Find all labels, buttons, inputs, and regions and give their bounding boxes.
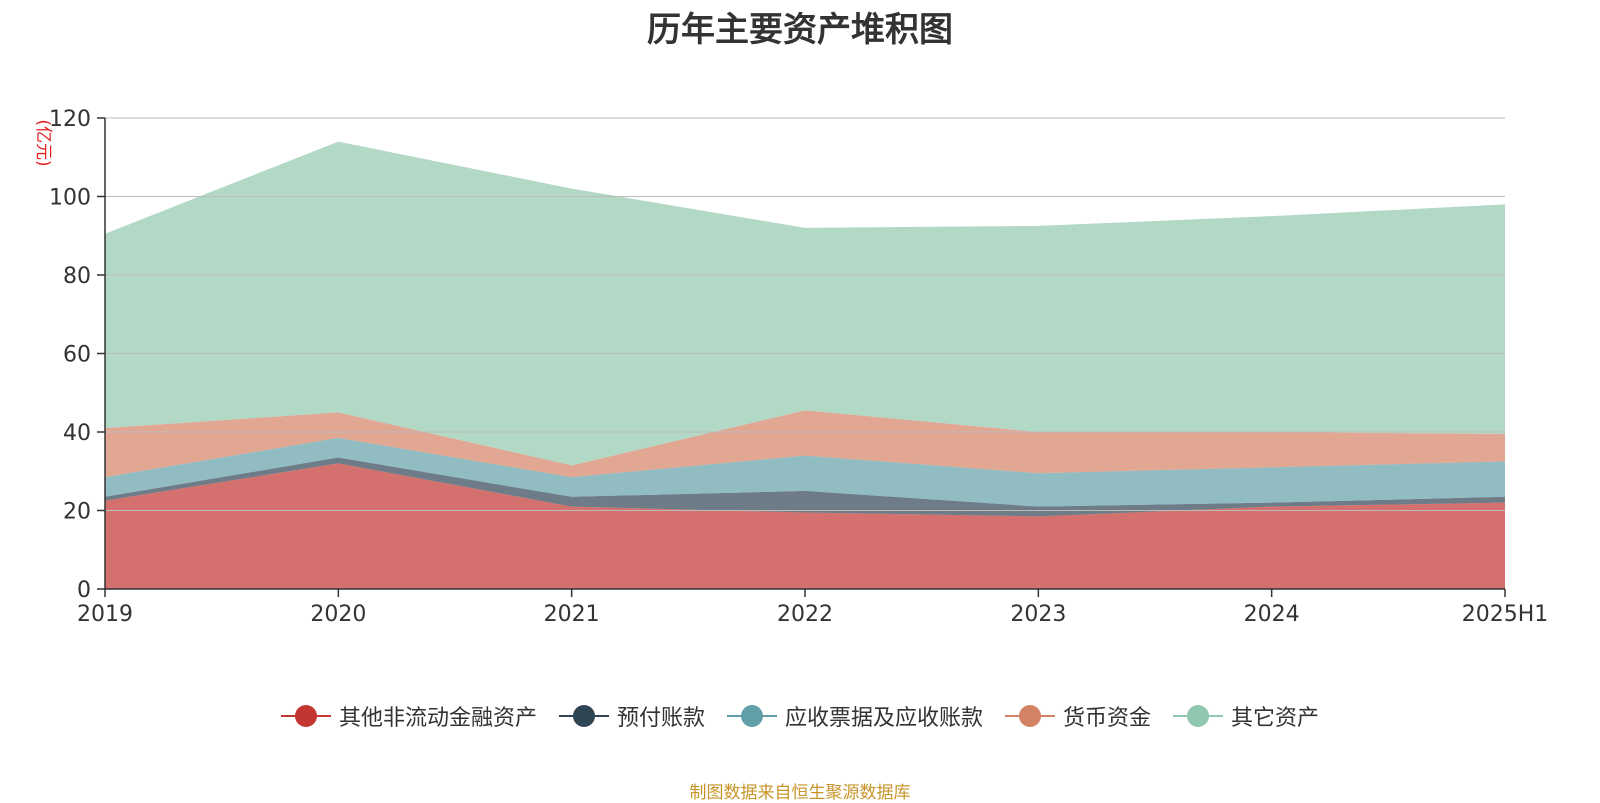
area-series-4 <box>105 141 1505 466</box>
legend-marker-icon <box>726 704 777 728</box>
y-tick-label-5: 100 <box>49 186 91 211</box>
x-tick-label-6: 2025H1 <box>1462 602 1549 627</box>
legend: 其他非流动金融资产 预付账款 应收票据及应收账款 货币资金 其它资产 <box>0 700 1600 732</box>
legend-label: 货币资金 <box>1063 706 1152 731</box>
series-areas <box>105 141 1505 589</box>
area-series-3 <box>105 410 1505 478</box>
legend-marker-icon <box>558 704 609 728</box>
legend-label: 其它资产 <box>1231 706 1320 731</box>
legend-marker-icon <box>1005 704 1055 728</box>
y-tick-label-4: 80 <box>63 264 91 289</box>
x-tick-label-3: 2022 <box>777 602 833 627</box>
gridlines <box>105 117 1505 511</box>
legend-label: 预付账款 <box>616 706 705 731</box>
x-tick-label-4: 2023 <box>1010 602 1066 627</box>
y-tick-label-0: 0 <box>77 578 91 603</box>
y-axis-unit-label: (亿元) <box>33 119 53 166</box>
chart-title: 历年主要资产堆积图 <box>647 10 953 50</box>
y-tick-label-1: 20 <box>63 500 91 525</box>
legend-item-1[interactable]: 预付账款 <box>558 700 705 732</box>
y-tick-label-3: 60 <box>63 343 91 368</box>
y-axis-ticks: 0 20 40 60 80 100 120 <box>49 107 105 603</box>
legend-label: 应收票据及应收账款 <box>784 706 983 731</box>
legend-item-4[interactable]: 其它资产 <box>1173 700 1319 732</box>
area-series-1 <box>105 457 1505 517</box>
area-series-2 <box>105 437 1505 507</box>
data-source-note: 制图数据来自恒生聚源数据库 <box>689 783 911 803</box>
legend-label: 其他非流动金融资产 <box>338 706 537 731</box>
legend-marker-icon <box>1173 704 1224 728</box>
area-series-0 <box>105 463 1505 589</box>
y-tick-label-2: 40 <box>63 421 91 446</box>
x-tick-label-5: 2024 <box>1244 602 1300 627</box>
x-tick-label-1: 2020 <box>310 602 366 627</box>
x-axis-ticks: 2019 2020 2021 2022 2023 2024 2025H1 <box>77 589 1548 627</box>
legend-item-2[interactable]: 应收票据及应收账款 <box>726 700 983 732</box>
legend-item-3[interactable]: 货币资金 <box>1005 700 1151 732</box>
legend-item-0[interactable]: 其他非流动金融资产 <box>280 700 537 732</box>
x-tick-label-2: 2021 <box>544 602 600 627</box>
y-tick-label-6: 120 <box>49 107 91 132</box>
legend-marker-icon <box>280 704 331 728</box>
x-tick-label-0: 2019 <box>77 602 133 627</box>
